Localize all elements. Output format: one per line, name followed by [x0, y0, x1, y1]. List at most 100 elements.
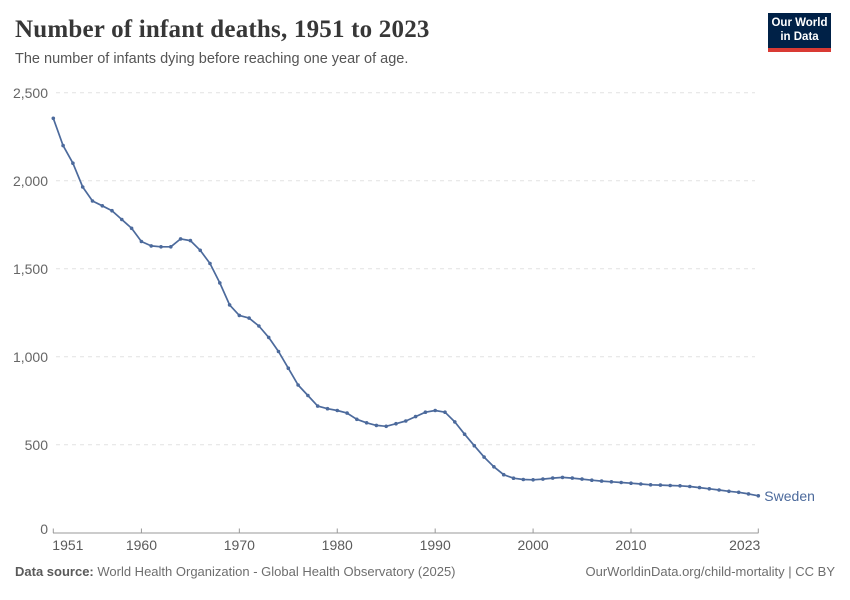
- data-point[interactable]: [727, 489, 731, 494]
- data-point[interactable]: [413, 414, 418, 419]
- data-point[interactable]: [227, 303, 232, 307]
- x-tick-label: 2000: [518, 537, 549, 553]
- data-point[interactable]: [521, 477, 526, 482]
- owid-logo-red-bar: [768, 48, 831, 52]
- data-point[interactable]: [619, 480, 623, 485]
- x-tick-label: 1960: [126, 537, 157, 553]
- data-point[interactable]: [374, 423, 379, 428]
- owid-url-license[interactable]: OurWorldinData.org/child-mortality | CC …: [585, 564, 836, 579]
- data-point[interactable]: [658, 483, 663, 487]
- data-point[interactable]: [276, 349, 281, 354]
- data-point[interactable]: [355, 417, 359, 422]
- data-point[interactable]: [443, 410, 447, 415]
- data-point[interactable]: [188, 238, 193, 243]
- owid-logo-line2: in Data: [780, 31, 819, 43]
- data-point[interactable]: [609, 480, 614, 484]
- data-point[interactable]: [51, 116, 56, 121]
- data-point[interactable]: [472, 443, 477, 448]
- data-point[interactable]: [159, 245, 163, 249]
- data-point[interactable]: [345, 411, 349, 415]
- y-tick-label: 0: [40, 521, 48, 537]
- data-point[interactable]: [139, 239, 144, 244]
- data-point[interactable]: [736, 490, 741, 495]
- x-tick-label: 1980: [322, 537, 353, 553]
- data-point[interactable]: [178, 237, 183, 241]
- data-point[interactable]: [120, 217, 124, 222]
- data-point[interactable]: [218, 281, 222, 285]
- data-point[interactable]: [257, 324, 261, 328]
- data-point[interactable]: [247, 316, 251, 320]
- data-source-text: World Health Organization - Global Healt…: [93, 564, 456, 579]
- data-point[interactable]: [688, 484, 692, 489]
- data-source-label: Data source:: [15, 564, 94, 579]
- data-point[interactable]: [648, 483, 653, 487]
- data-point[interactable]: [511, 476, 516, 481]
- x-tick-label: 1990: [420, 537, 451, 553]
- page-title: Number of infant deaths, 1951 to 2023: [15, 16, 430, 43]
- data-point[interactable]: [296, 383, 300, 387]
- data-point[interactable]: [71, 161, 75, 165]
- x-tick-label: 2023: [729, 537, 760, 553]
- data-point[interactable]: [629, 481, 633, 486]
- data-point[interactable]: [325, 406, 330, 411]
- data-point[interactable]: [492, 465, 496, 469]
- series-end-label[interactable]: Sweden: [764, 488, 815, 504]
- data-point[interactable]: [404, 419, 408, 423]
- data-point[interactable]: [110, 208, 114, 213]
- data-point[interactable]: [697, 485, 702, 490]
- data-point[interactable]: [315, 404, 320, 408]
- data-point[interactable]: [590, 478, 594, 483]
- data-point[interactable]: [717, 488, 721, 492]
- x-tick-label: 1951: [52, 537, 83, 553]
- data-point[interactable]: [306, 393, 310, 398]
- series-line: [52, 117, 760, 497]
- data-point[interactable]: [599, 479, 604, 483]
- data-point[interactable]: [678, 484, 682, 488]
- x-tick-label: 1970: [224, 537, 255, 553]
- data-point[interactable]: [531, 478, 535, 482]
- data-point[interactable]: [266, 335, 271, 340]
- data-point[interactable]: [433, 408, 438, 413]
- data-point[interactable]: [541, 477, 545, 481]
- data-point[interactable]: [580, 477, 584, 481]
- data-point[interactable]: [335, 408, 340, 413]
- y-tick-label: 500: [25, 437, 49, 453]
- data-point[interactable]: [364, 421, 369, 425]
- data-point[interactable]: [570, 476, 575, 480]
- data-point[interactable]: [169, 245, 173, 249]
- data-point[interactable]: [80, 185, 85, 189]
- data-point[interactable]: [453, 420, 457, 424]
- data-point[interactable]: [208, 261, 212, 266]
- data-point[interactable]: [707, 487, 712, 491]
- data-point[interactable]: [129, 226, 134, 231]
- data-point[interactable]: [639, 482, 643, 486]
- data-point[interactable]: [501, 472, 506, 477]
- data-point[interactable]: [394, 421, 398, 426]
- data-point[interactable]: [756, 494, 761, 498]
- data-point[interactable]: [100, 204, 105, 208]
- data-point[interactable]: [550, 476, 555, 480]
- data-point[interactable]: [286, 366, 291, 371]
- owid-logo[interactable]: Our World in Data: [768, 13, 831, 52]
- y-tick-label: 2,000: [13, 173, 48, 189]
- data-point[interactable]: [90, 199, 95, 203]
- x-tick-label: 2010: [615, 537, 646, 553]
- data-point[interactable]: [462, 432, 467, 437]
- data-point[interactable]: [746, 492, 751, 496]
- data-point[interactable]: [560, 475, 565, 480]
- chart-footer: Data source: World Health Organization -…: [15, 563, 835, 581]
- chart-subtitle: The number of infants dying before reach…: [15, 51, 409, 67]
- data-point[interactable]: [668, 483, 672, 488]
- data-point[interactable]: [237, 313, 242, 318]
- y-tick-label: 1,000: [13, 349, 48, 365]
- data-point[interactable]: [149, 244, 153, 248]
- data-point[interactable]: [384, 424, 389, 429]
- owid-logo-line1: Our World: [771, 17, 828, 29]
- data-point[interactable]: [482, 455, 486, 459]
- data-point[interactable]: [61, 143, 65, 148]
- y-tick-label: 1,500: [13, 261, 48, 277]
- data-point[interactable]: [198, 248, 202, 253]
- data-point[interactable]: [423, 410, 428, 415]
